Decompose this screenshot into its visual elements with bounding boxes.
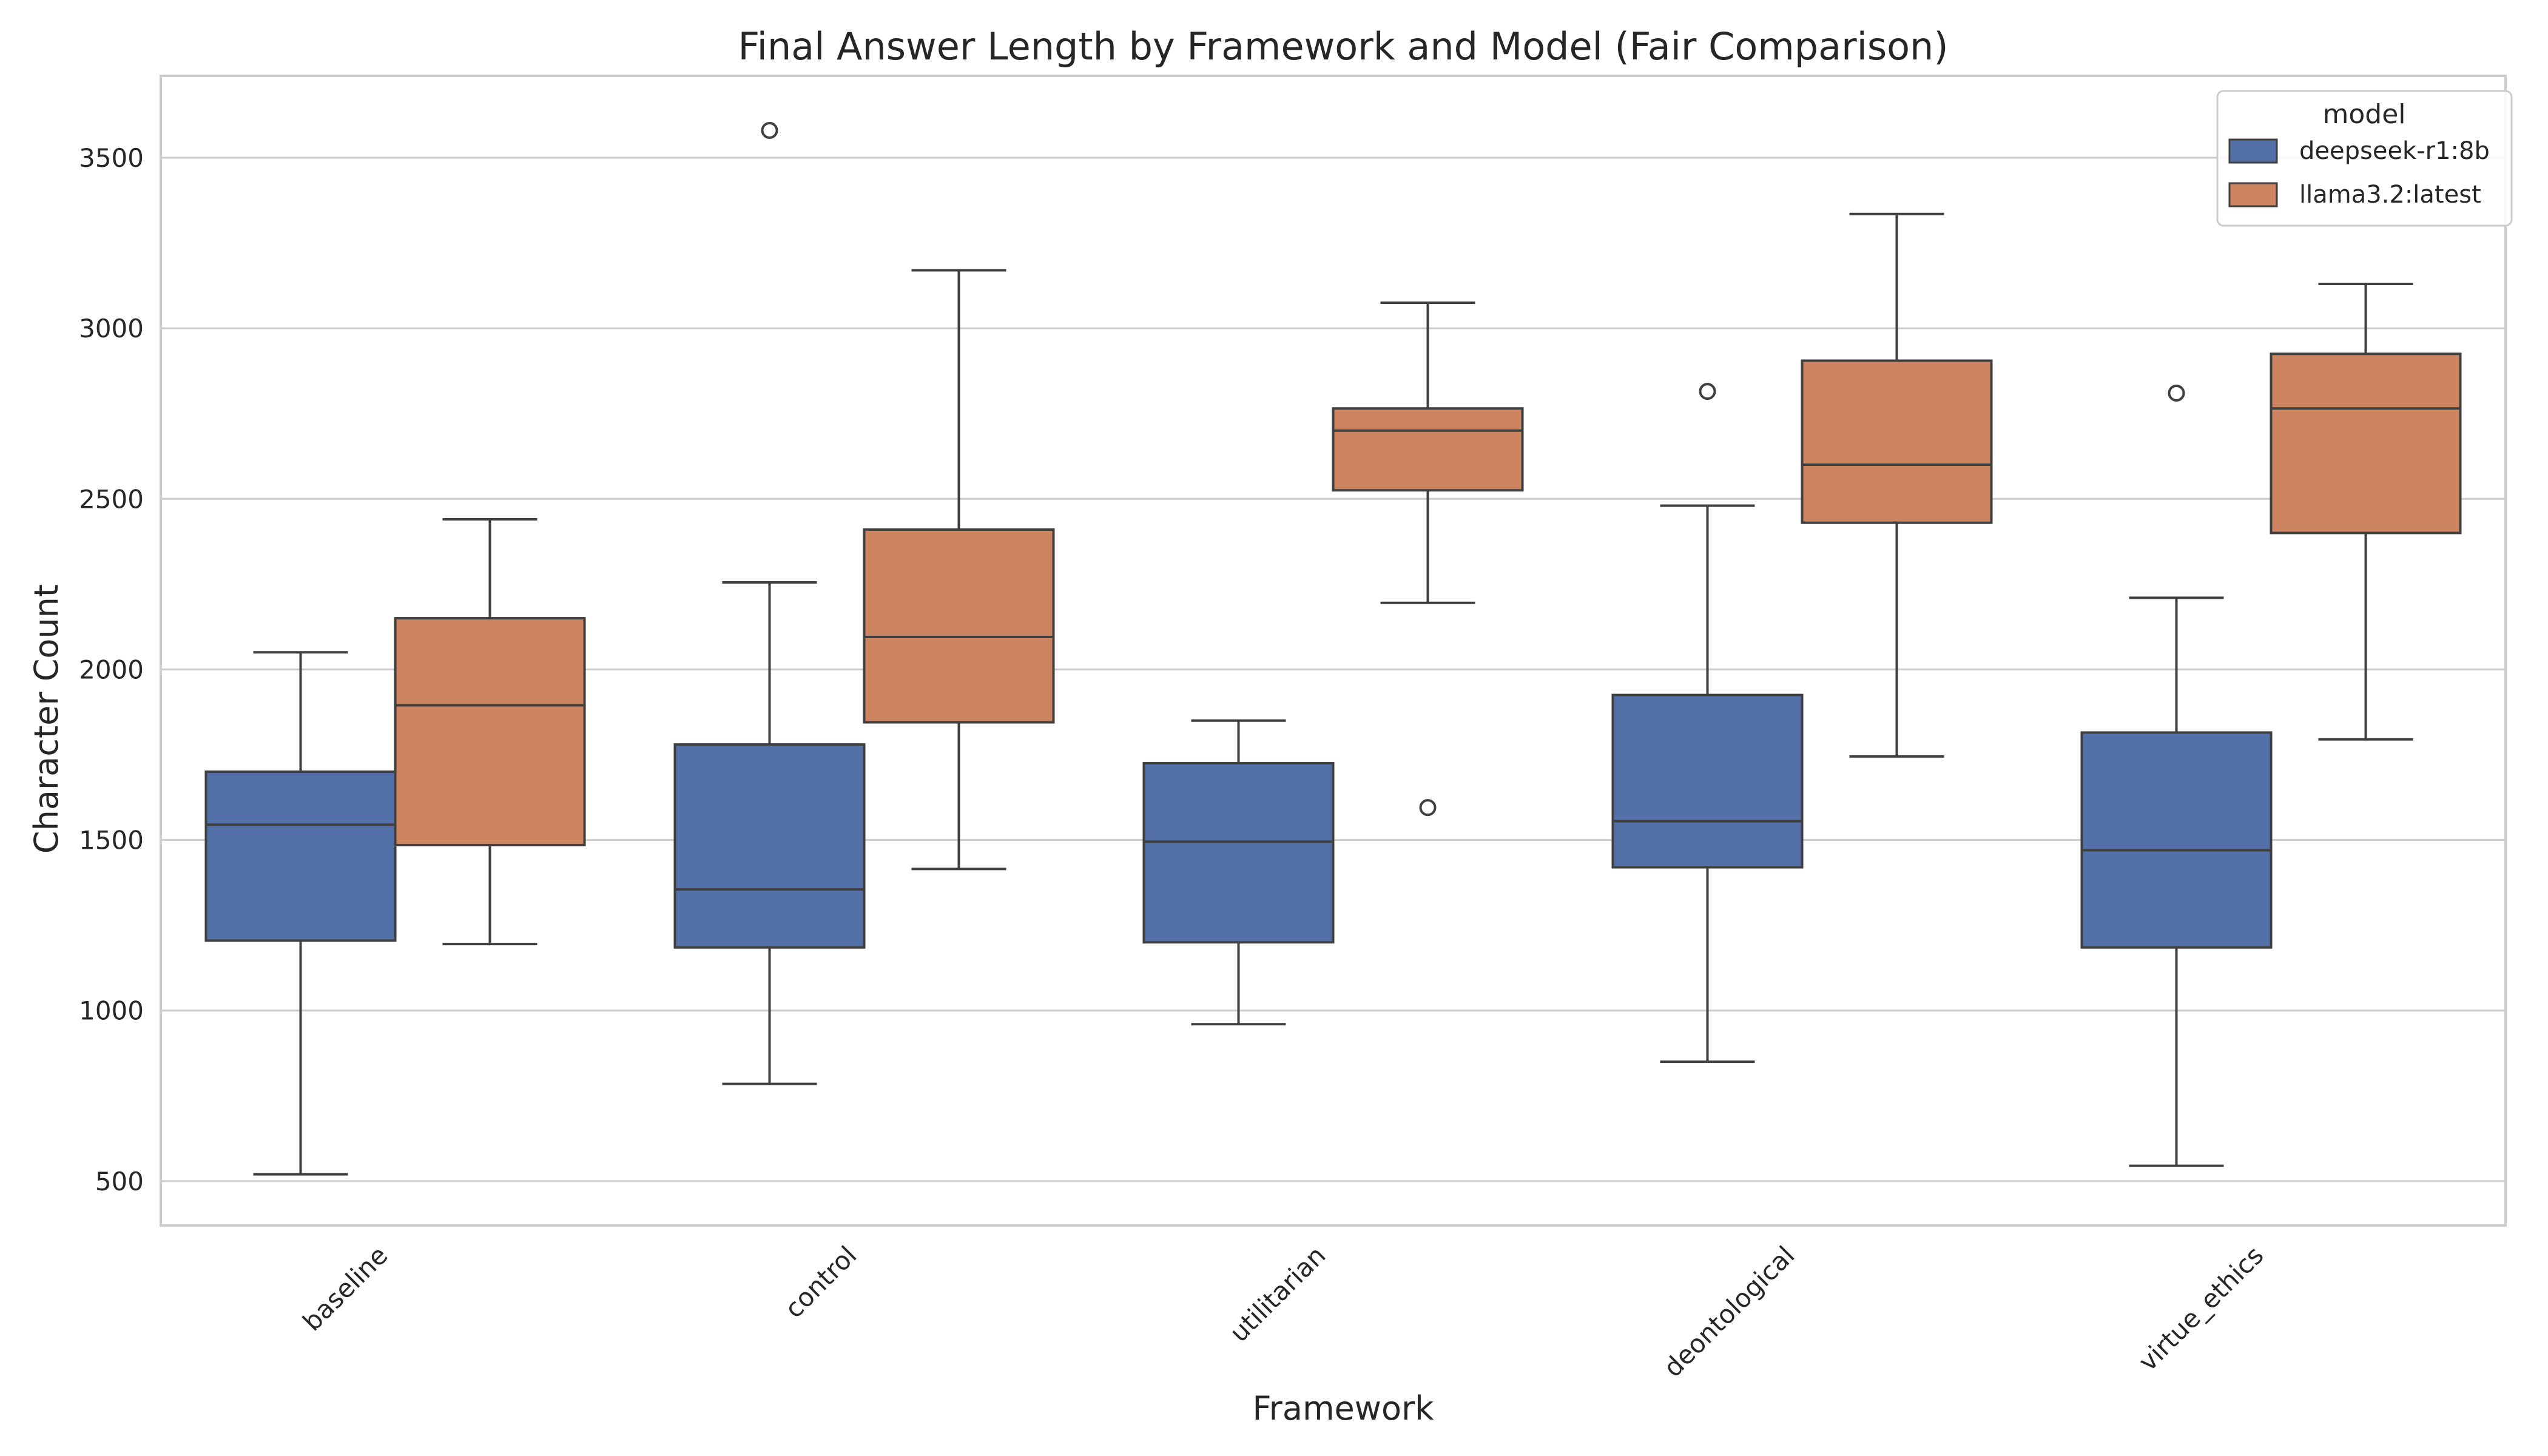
outlier-point bbox=[1699, 383, 1716, 400]
y-axis-ticks: 500 1000 1500 2000 2500 3000 3500 bbox=[79, 143, 144, 1196]
outlier-point bbox=[761, 121, 778, 139]
legend-title: model bbox=[2322, 99, 2405, 130]
legend-label: llama3.2:latest bbox=[2299, 181, 2481, 209]
y-tick-label-3000: 3000 bbox=[79, 314, 144, 343]
iqr-box bbox=[204, 770, 397, 942]
iqr-box bbox=[1142, 762, 1335, 944]
box-virtue_ethics-deepseek-r1:8b bbox=[2080, 384, 2273, 1167]
iqr-box bbox=[2080, 731, 2273, 949]
legend-label: deepseek-r1:8b bbox=[2299, 137, 2490, 165]
y-tick-label-2000: 2000 bbox=[79, 655, 144, 684]
box-baseline-deepseek-r1:8b bbox=[204, 651, 397, 1176]
box-utilitarian-deepseek-r1:8b bbox=[1142, 719, 1335, 1026]
box-control-deepseek-r1:8b bbox=[673, 121, 866, 1085]
box-baseline-llama3.2:latest bbox=[394, 518, 586, 946]
iqr-box bbox=[1332, 407, 1524, 492]
y-axis-label: Character Count bbox=[27, 584, 66, 854]
series-deepseek-r1:8b bbox=[204, 121, 2273, 1176]
outlier-point bbox=[1419, 799, 1437, 817]
legend: model deepseek-r1:8b llama3.2:latest bbox=[2216, 90, 2513, 227]
plot-frame bbox=[160, 75, 2507, 1227]
legend-item-llama3.2:latest: llama3.2:latest bbox=[2228, 181, 2481, 209]
iqr-box bbox=[394, 617, 586, 847]
iqr-box bbox=[863, 528, 1055, 724]
iqr-box bbox=[1801, 359, 1993, 524]
y-tick-label-500: 500 bbox=[95, 1167, 144, 1196]
chart-title: Final Answer Length by Framework and Mod… bbox=[738, 24, 1948, 69]
box-deontological-llama3.2:latest bbox=[1801, 212, 1993, 758]
y-tick-label-2500: 2500 bbox=[79, 484, 144, 514]
legend-swatch bbox=[2228, 182, 2278, 207]
box-utilitarian-llama3.2:latest bbox=[1332, 301, 1524, 817]
iqr-box bbox=[1611, 693, 1804, 869]
y-tick-label-1000: 1000 bbox=[79, 996, 144, 1026]
outlier-point bbox=[2168, 384, 2185, 402]
box-deontological-deepseek-r1:8b bbox=[1611, 383, 1804, 1063]
box-series bbox=[204, 121, 2462, 1176]
legend-swatch bbox=[2228, 138, 2278, 164]
legend-frame bbox=[2216, 90, 2513, 227]
series-llama3.2:latest bbox=[394, 212, 2462, 946]
y-tick-label-3500: 3500 bbox=[79, 143, 144, 173]
x-axis-label: Framework bbox=[1253, 1389, 1435, 1427]
iqr-box bbox=[673, 743, 866, 949]
iqr-box bbox=[2270, 352, 2462, 534]
box-virtue_ethics-llama3.2:latest bbox=[2270, 283, 2462, 741]
box-control-llama3.2:latest bbox=[863, 269, 1055, 871]
legend-item-deepseek-r1:8b: deepseek-r1:8b bbox=[2228, 137, 2490, 165]
y-tick-label-1500: 1500 bbox=[79, 826, 144, 855]
